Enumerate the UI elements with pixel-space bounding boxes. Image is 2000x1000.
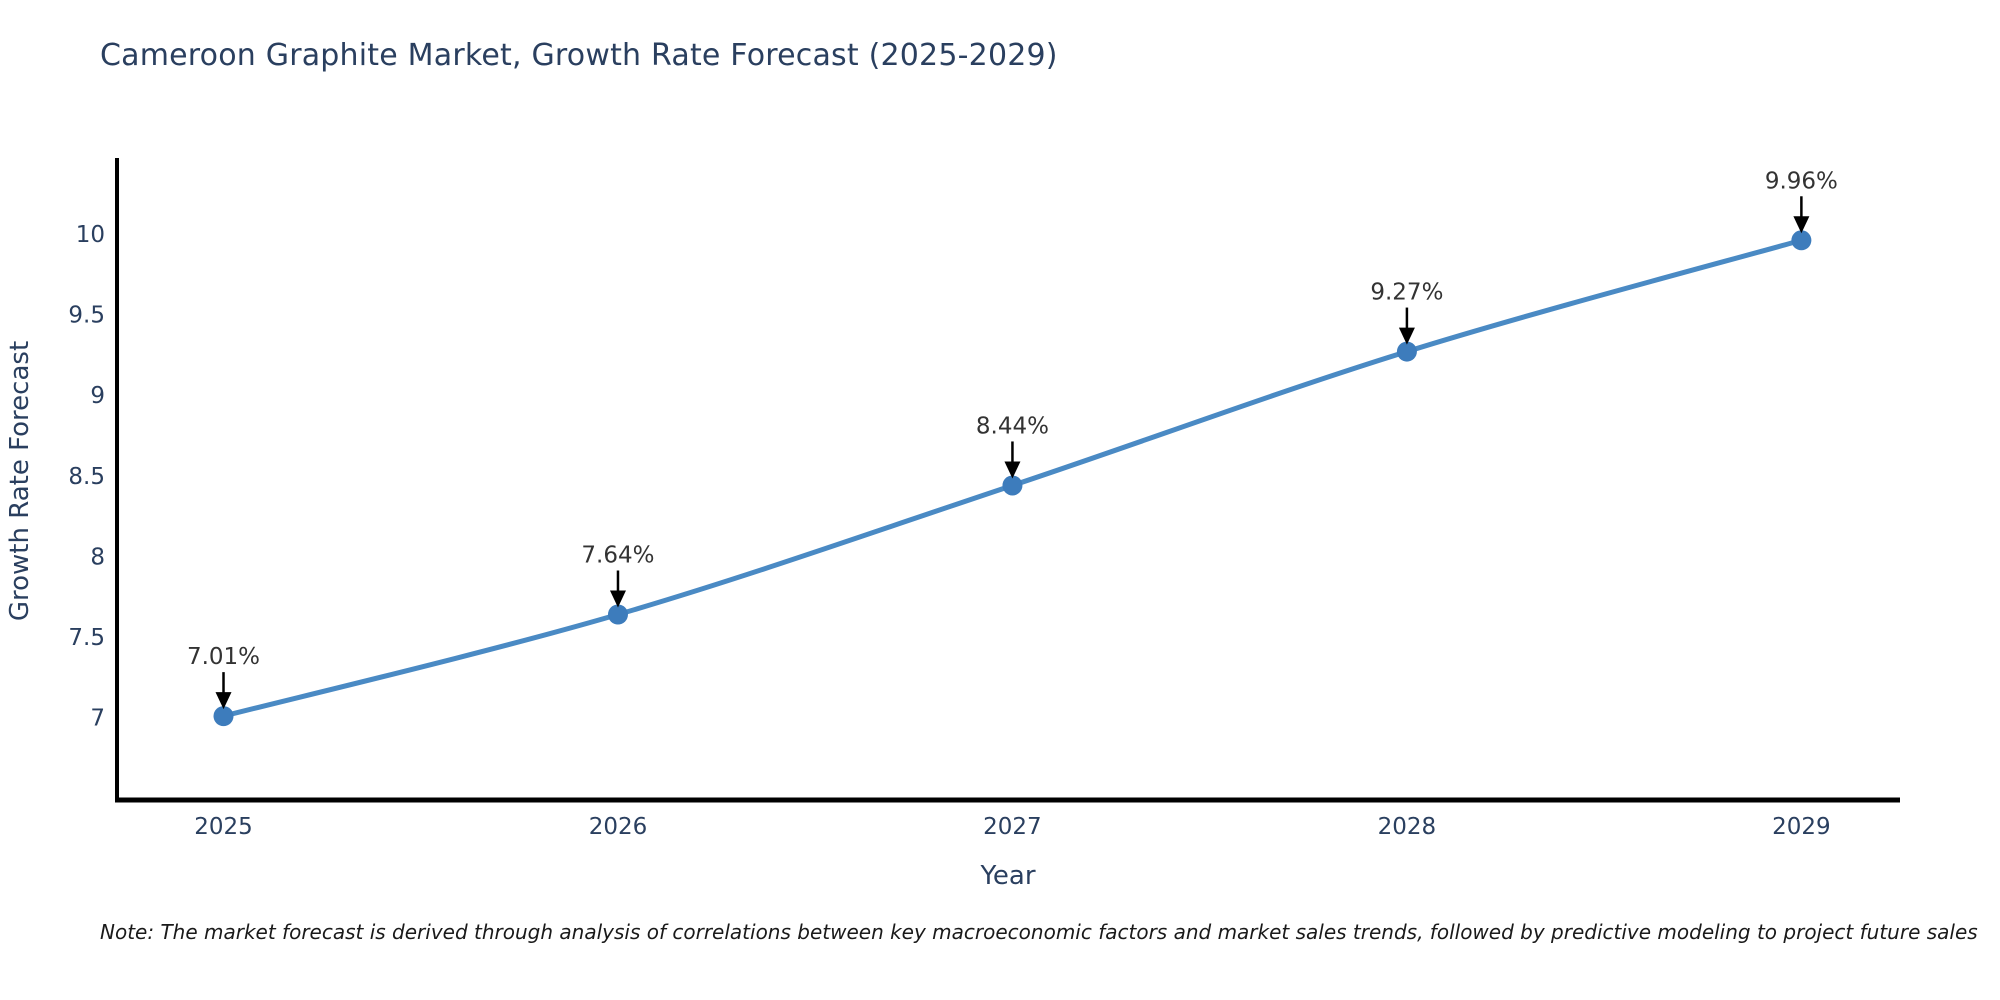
annotation-arrowhead <box>1398 327 1415 345</box>
annotation-label: 8.44% <box>976 413 1049 439</box>
annotation-label: 7.01% <box>187 644 260 670</box>
annotation-arrowhead <box>1004 461 1021 479</box>
data-point[interactable] <box>1002 475 1023 496</box>
y-tick-label: 10 <box>76 222 105 248</box>
x-tick-label: 2029 <box>1772 814 1831 840</box>
annotation-label: 7.64% <box>581 542 654 568</box>
y-tick-label: 9 <box>90 383 105 409</box>
data-point[interactable] <box>607 604 628 625</box>
annotation-arrowhead <box>1793 216 1810 234</box>
chart-title: Cameroon Graphite Market, Growth Rate Fo… <box>100 38 1058 73</box>
annotation-label: 9.27% <box>1370 280 1443 306</box>
y-tick-label: 9.5 <box>68 302 105 328</box>
x-tick-label: 2026 <box>589 814 648 840</box>
x-tick-label: 2028 <box>1378 814 1437 840</box>
y-tick-label: 7 <box>90 706 105 732</box>
y-axis-title: Growth Rate Forecast <box>5 340 35 622</box>
data-point[interactable] <box>213 706 234 727</box>
footnote: Note: The market forecast is derived thr… <box>100 920 1978 944</box>
x-axis-title: Year <box>980 861 1036 891</box>
x-tick-label: 2027 <box>983 814 1042 840</box>
y-tick-label: 7.5 <box>68 625 105 651</box>
y-tick-label: 8 <box>90 544 105 570</box>
data-point[interactable] <box>1396 341 1417 362</box>
annotation-arrowhead <box>215 692 232 710</box>
data-point[interactable] <box>1791 230 1812 251</box>
y-tick-label: 8.5 <box>68 464 105 490</box>
x-tick-label: 2025 <box>194 814 253 840</box>
annotation-label: 9.96% <box>1765 168 1838 194</box>
annotation-arrowhead <box>609 590 626 608</box>
